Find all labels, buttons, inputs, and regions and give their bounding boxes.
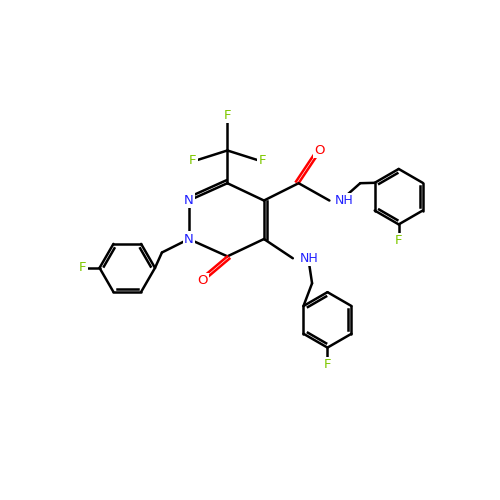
Text: F: F [79, 262, 87, 274]
Text: N: N [184, 232, 194, 245]
Text: F: F [224, 110, 231, 122]
Text: F: F [189, 154, 196, 168]
Text: F: F [258, 154, 266, 168]
Text: NH: NH [300, 252, 318, 265]
Text: F: F [395, 234, 402, 248]
Text: O: O [314, 144, 325, 157]
Text: F: F [324, 358, 331, 370]
Text: NH: NH [335, 194, 354, 207]
Text: N: N [184, 194, 194, 207]
Text: O: O [197, 274, 207, 287]
